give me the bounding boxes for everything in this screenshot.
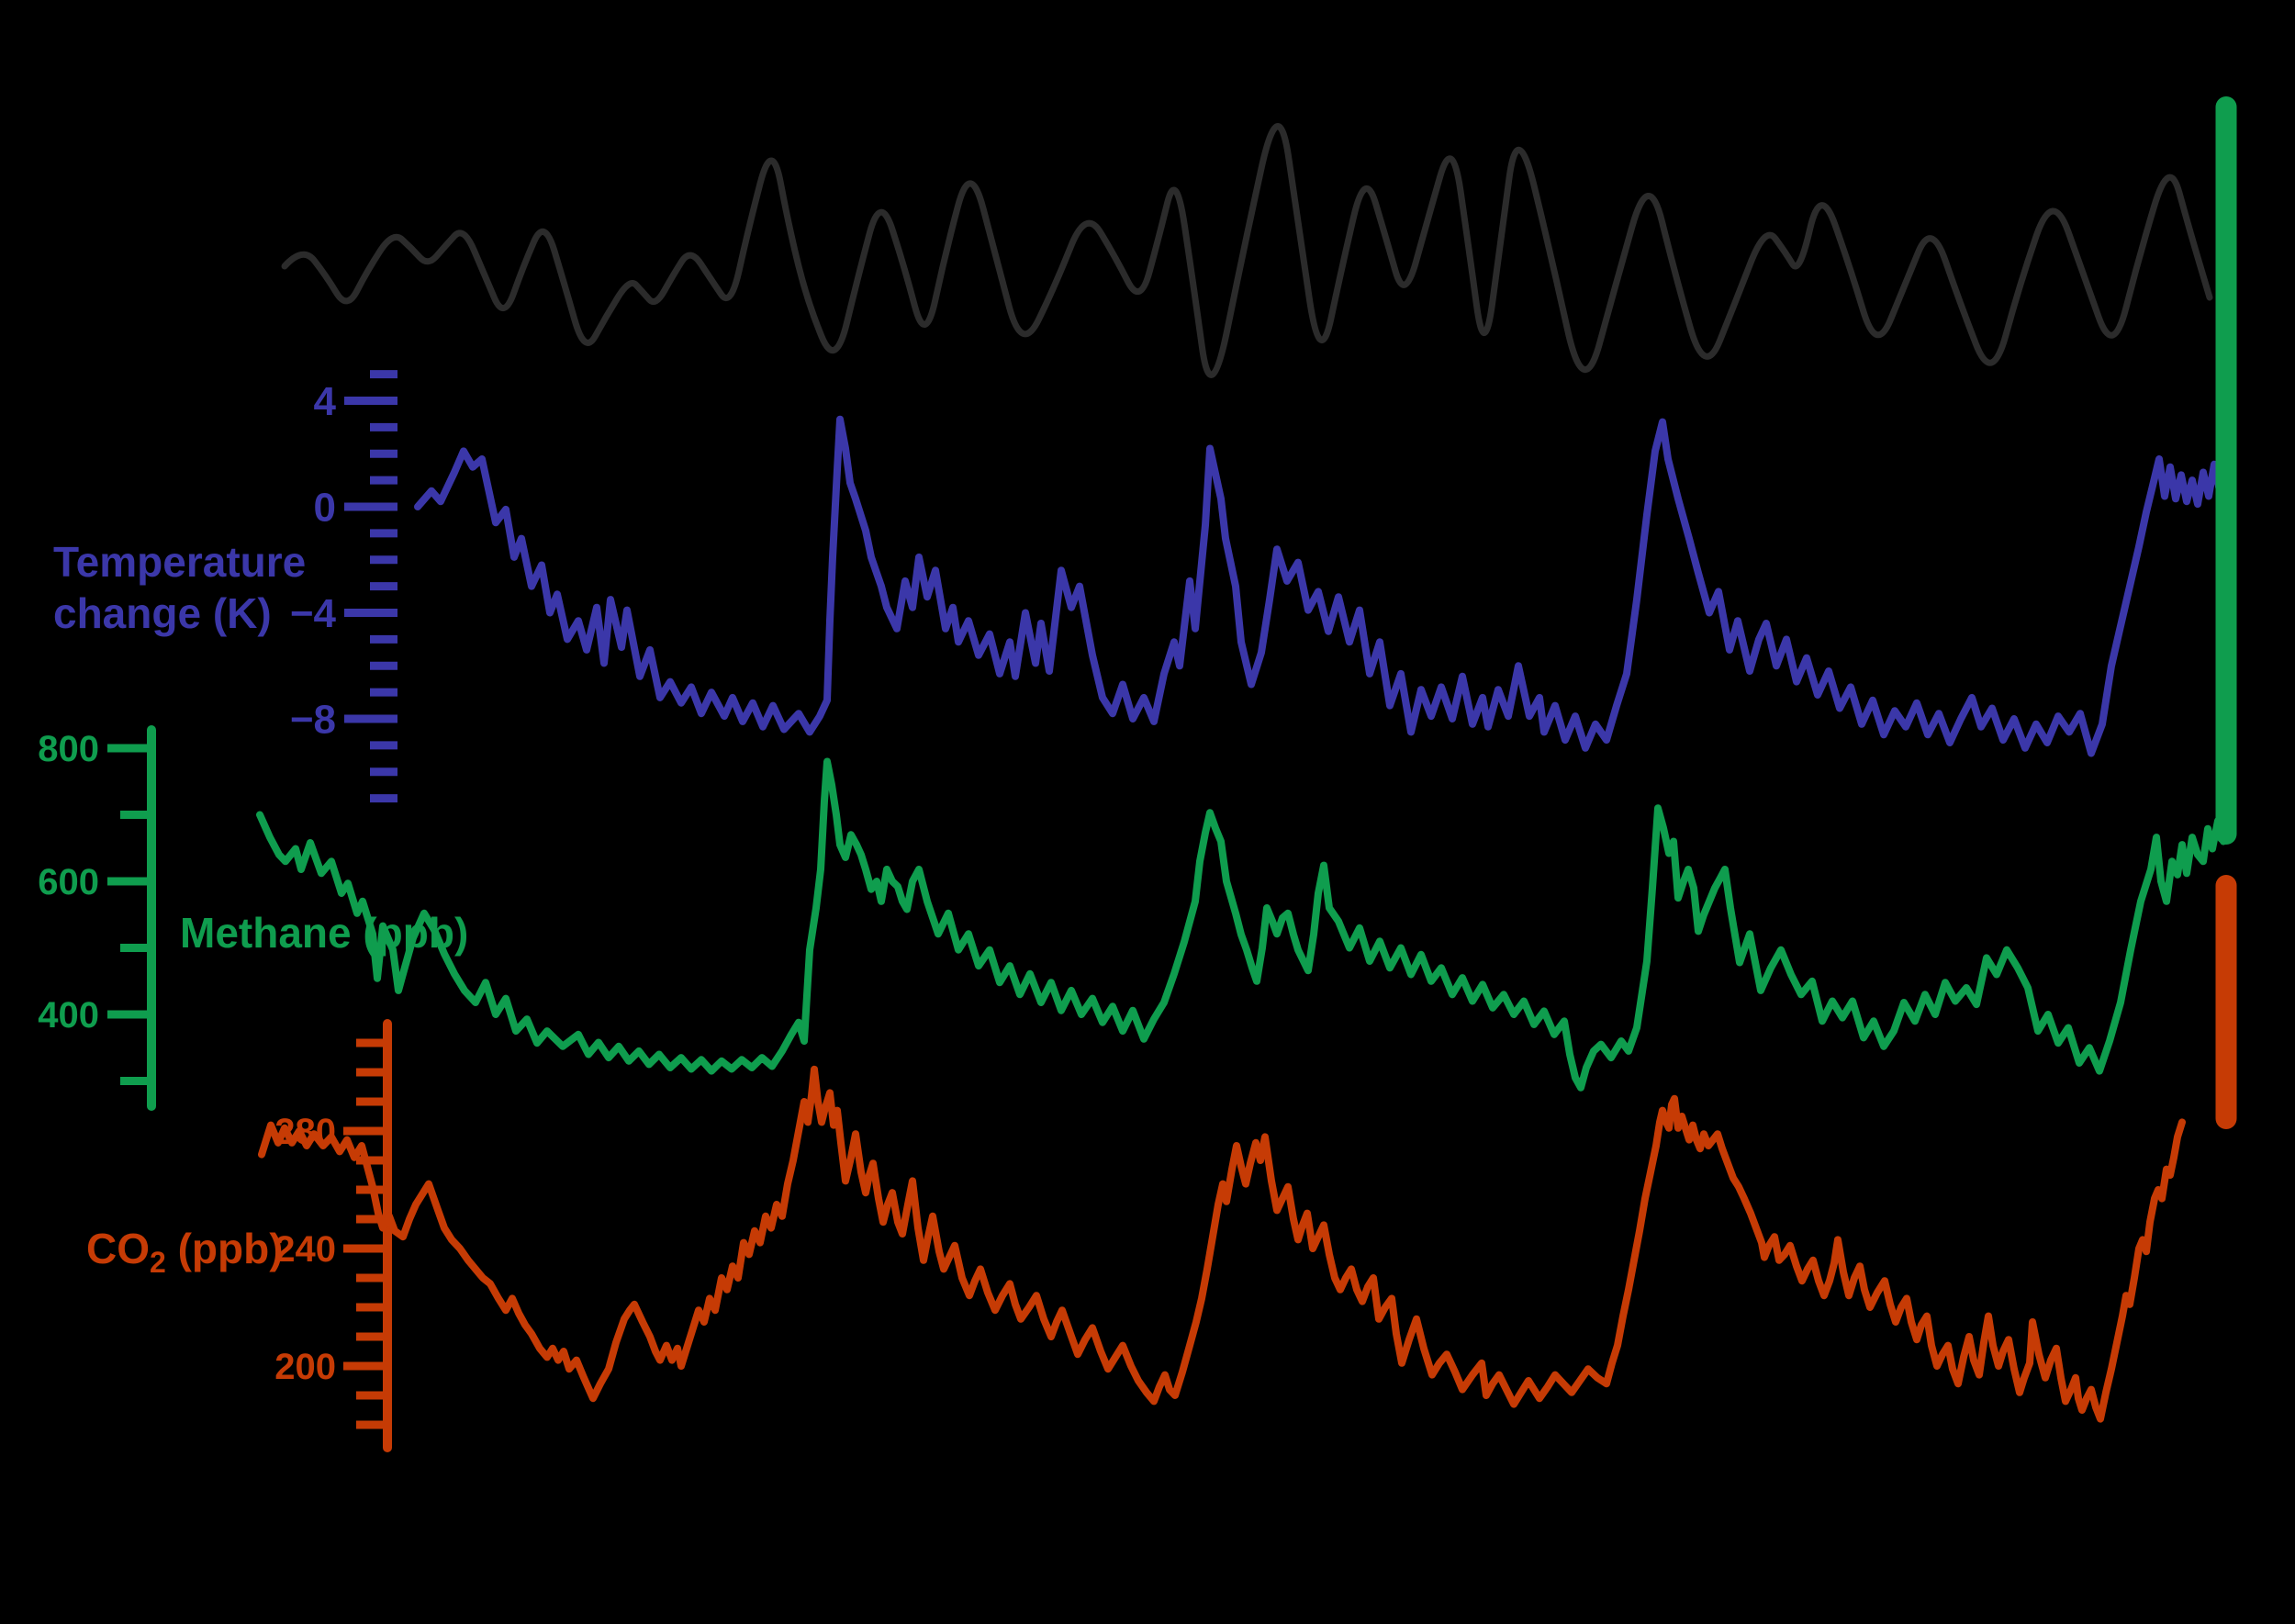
co2-curve [258, 1065, 2186, 1423]
ch4-tick-label: 400 [38, 995, 99, 1036]
temperature-axis-title: Temperature change (K) [53, 536, 306, 639]
insolation-curve [281, 123, 2213, 378]
co2-axis-title-subscript: 2 [150, 1246, 166, 1279]
ch4-tick-label: 600 [38, 862, 99, 902]
temp-tick-label: −8 [290, 697, 336, 742]
temp-tick-label: −4 [290, 591, 337, 636]
co2-tick-label: 200 [274, 1347, 336, 1387]
co2-axis-title-suffix: (ppb) [165, 1225, 284, 1272]
temp-tick-label: 0 [314, 485, 336, 530]
co2-axis-title: CO2 (ppb) [86, 1223, 284, 1288]
methane-curve [256, 757, 2227, 1092]
temperature-curve [414, 415, 2229, 757]
methane-axis-title: Methane (ppb) [180, 909, 469, 957]
temp-tick-label: 4 [314, 379, 337, 424]
temperature-axis-title-line1: Temperature [53, 538, 307, 586]
ch4-tick-label: 800 [38, 729, 99, 769]
co2-axis-title-prefix: CO [86, 1225, 150, 1272]
temperature-axis-title-line2: change (K) [53, 589, 272, 637]
co2-tick-label: 240 [274, 1229, 336, 1270]
